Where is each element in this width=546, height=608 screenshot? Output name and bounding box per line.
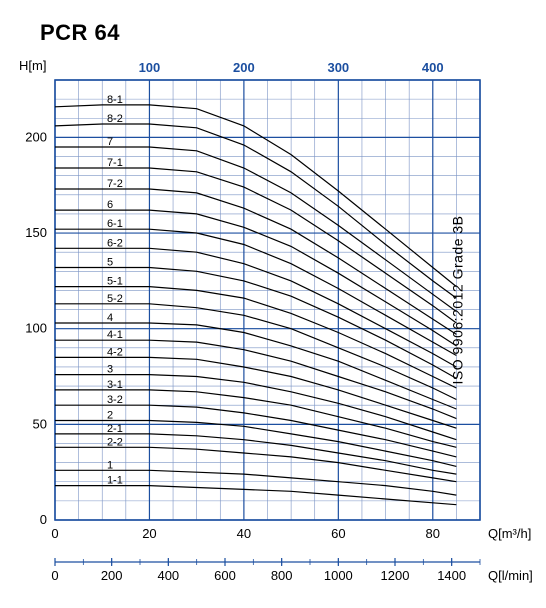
curve-label-6-1: 6-1 [107,218,123,230]
curve-label-5-1: 5-1 [107,276,123,288]
y-tick-label: 200 [25,129,47,144]
x-tick-label: 20 [142,526,156,541]
curve-1-1 [55,486,456,505]
curve-8-2 [55,124,456,298]
y-tick-label: 50 [33,416,47,431]
curve-label-1-1: 1-1 [107,475,123,487]
curve-label-5-2: 5-2 [107,293,123,305]
curve-label-3-2: 3-2 [107,394,123,406]
x-top-tick-label: 100 [139,60,161,75]
curve-label-4: 4 [107,312,113,324]
curve-4-2 [55,357,456,428]
x-top-tick-label: 400 [422,60,444,75]
x2-tick-label: 400 [157,568,179,583]
x-top-tick-label: 300 [327,60,349,75]
y-axis-label: H[m] [19,58,46,73]
x-tick-label: 60 [331,526,345,541]
curve-label-8-1: 8-1 [107,94,123,106]
x2-tick-label: 0 [51,568,58,583]
x2-tick-label: 600 [214,568,236,583]
x2-tick-label: 200 [101,568,123,583]
x-tick-label: 0 [51,526,58,541]
x2-axis-label: Q[l/min] [488,568,533,583]
y-tick-label: 100 [25,321,47,336]
y-tick-label: 0 [40,512,47,527]
x2-tick-label: 800 [271,568,293,583]
curve-label-1: 1 [107,459,113,471]
curve-label-4-1: 4-1 [107,329,123,341]
curve-label-3-1: 3-1 [107,379,123,391]
curve-label-6-2: 6-2 [107,237,123,249]
chart-title: PCR 64 [40,20,120,46]
curve-label-6: 6 [107,199,113,211]
curve-8-1 [55,105,456,287]
x-axis-label: Q[m³/h] [488,526,531,541]
iso-grade-label: ISO 9906:2012 Grade 3B [450,216,466,385]
curve-label-2-1: 2-1 [107,423,123,435]
x-tick-label: 40 [237,526,251,541]
curve-label-2-2: 2-2 [107,436,123,448]
curve-label-2: 2 [107,410,113,422]
x-top-tick-label: 200 [233,60,255,75]
curve-label-5: 5 [107,256,113,268]
curve-label-7: 7 [107,136,113,148]
y-tick-label: 150 [25,225,47,240]
curve-label-7-2: 7-2 [107,178,123,190]
x-tick-label: 80 [426,526,440,541]
curve-label-8-2: 8-2 [107,113,123,125]
x2-tick-label: 1000 [324,568,353,583]
x2-tick-label: 1200 [381,568,410,583]
curve-label-3: 3 [107,364,113,376]
chart-container: PCR 64 ISO 9906:2012 Grade 3B 1-1 1 2-22-1… [0,0,546,603]
curve-label-7-1: 7-1 [107,157,123,169]
curve-label-4-2: 4-2 [107,346,123,358]
x2-tick-label: 1400 [437,568,466,583]
curve-7-2 [55,189,456,334]
